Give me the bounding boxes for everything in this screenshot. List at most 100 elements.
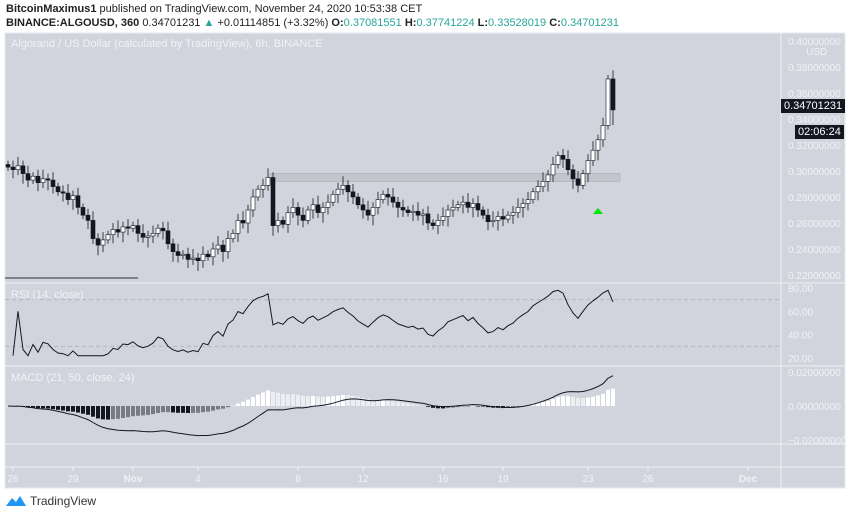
macd-histogram-bar [181,406,185,413]
x-tick-label: 16 [437,474,449,485]
chart-title: Algorand / US Dollar (calculated by Trad… [11,38,323,50]
candle-up [550,164,556,176]
candle-up [340,185,346,190]
countdown-label: 02:06:24 [795,125,844,139]
o-label: O: [331,17,344,29]
candle-up [310,204,316,211]
candle-down [185,253,191,260]
x-tick-label: 26 [642,474,654,485]
candle-down [395,201,401,208]
macd-histogram-bar [471,405,475,407]
candle-up [370,207,376,216]
candle-down [415,211,421,216]
candle-up [155,227,161,234]
macd-histogram-bar [331,396,335,406]
candle-up [235,220,241,234]
macd-histogram-bar [586,397,590,406]
price-tick: 0.32000000 [788,141,841,152]
macd-histogram-bar [431,406,435,408]
macd-tick: 0.02000000 [788,368,841,379]
x-tick-label: Dec [739,474,758,485]
author: BitcoinMaximus1 [6,3,97,15]
candle-down [50,179,56,187]
macd-histogram-bar [481,406,485,407]
candle-down [140,233,146,238]
price-tick: 0.30000000 [788,167,841,178]
candle-down [570,169,576,180]
macd-histogram-bar [416,405,420,406]
candle-up [230,233,236,239]
candle-down [170,243,176,252]
macd-histogram-bar [361,397,365,406]
candle-up [505,214,511,220]
macd-histogram-bar [336,395,340,406]
macd-histogram-bar [376,400,380,406]
rsi-line [12,289,614,357]
macd-histogram-bar [426,406,430,407]
macd-histogram-bar [441,406,445,409]
candle-down [480,209,486,216]
buy-signal-arrow-icon [593,208,603,214]
macd-histogram-bar [451,406,455,408]
publish-date: published on TradingView.com, November 2… [99,3,423,15]
candle-down [90,220,96,239]
candle-up [375,199,381,208]
macd-histogram-bar [591,396,595,406]
tradingview-logo[interactable]: TradingView [6,494,96,508]
candle-down [365,209,371,216]
macd-histogram-bar [291,394,295,406]
candle-down [95,238,101,246]
macd-histogram-bar [231,405,235,407]
macd-histogram-bar [301,395,305,406]
candle-up [530,191,536,200]
macd-histogram-bar [531,404,535,406]
candle-up [590,149,596,161]
candle-down [75,195,81,208]
candle-up [15,165,21,171]
candle-down [425,213,431,224]
candle-up [330,194,336,203]
candle-down [390,196,396,203]
candle-up [250,196,256,211]
macd-histogram-bar [71,406,75,412]
candle-up [535,186,541,193]
macd-histogram-bar [211,406,215,411]
candle-up [265,177,271,186]
candle-down [280,220,286,225]
x-tick-label: Nov [124,474,143,485]
candle-up [150,233,156,237]
macd-histogram-bar [136,406,140,416]
candle-down [405,209,411,213]
macd-histogram-bar [111,406,115,420]
macd-histogram-bar [421,405,425,407]
macd-histogram-bar [31,406,35,408]
macd-histogram-bar [161,406,165,413]
change: +0.01114851 (+3.32%) [217,17,329,29]
candle-up [380,194,386,200]
macd-tick: −0.02000000 [788,436,847,447]
candle-up [110,229,116,235]
macd-histogram-bar [236,403,240,406]
candle-down [25,173,31,181]
candle-up [540,181,546,187]
macd-histogram-bar [611,388,615,406]
macd-histogram-bar [276,392,280,406]
chart-background [4,32,846,489]
macd-histogram-bar [456,406,460,408]
symbol: BINANCE:ALGOUSD, 360 [6,17,140,29]
macd-histogram-bar [606,389,610,406]
candle-down [85,214,91,221]
candle-up [130,225,136,229]
candle-down [355,196,361,206]
macd-histogram-bar [46,406,50,409]
candle-down [565,159,571,171]
candle-down [220,244,226,252]
macd-histogram-bar [396,401,400,406]
candle-up [190,257,196,260]
last-price: 0.34701231 [142,17,201,29]
macd-histogram-bar [546,400,550,406]
low-value: 0.33528019 [488,17,547,29]
macd-histogram-bar [386,400,390,406]
candle-up [290,207,296,213]
